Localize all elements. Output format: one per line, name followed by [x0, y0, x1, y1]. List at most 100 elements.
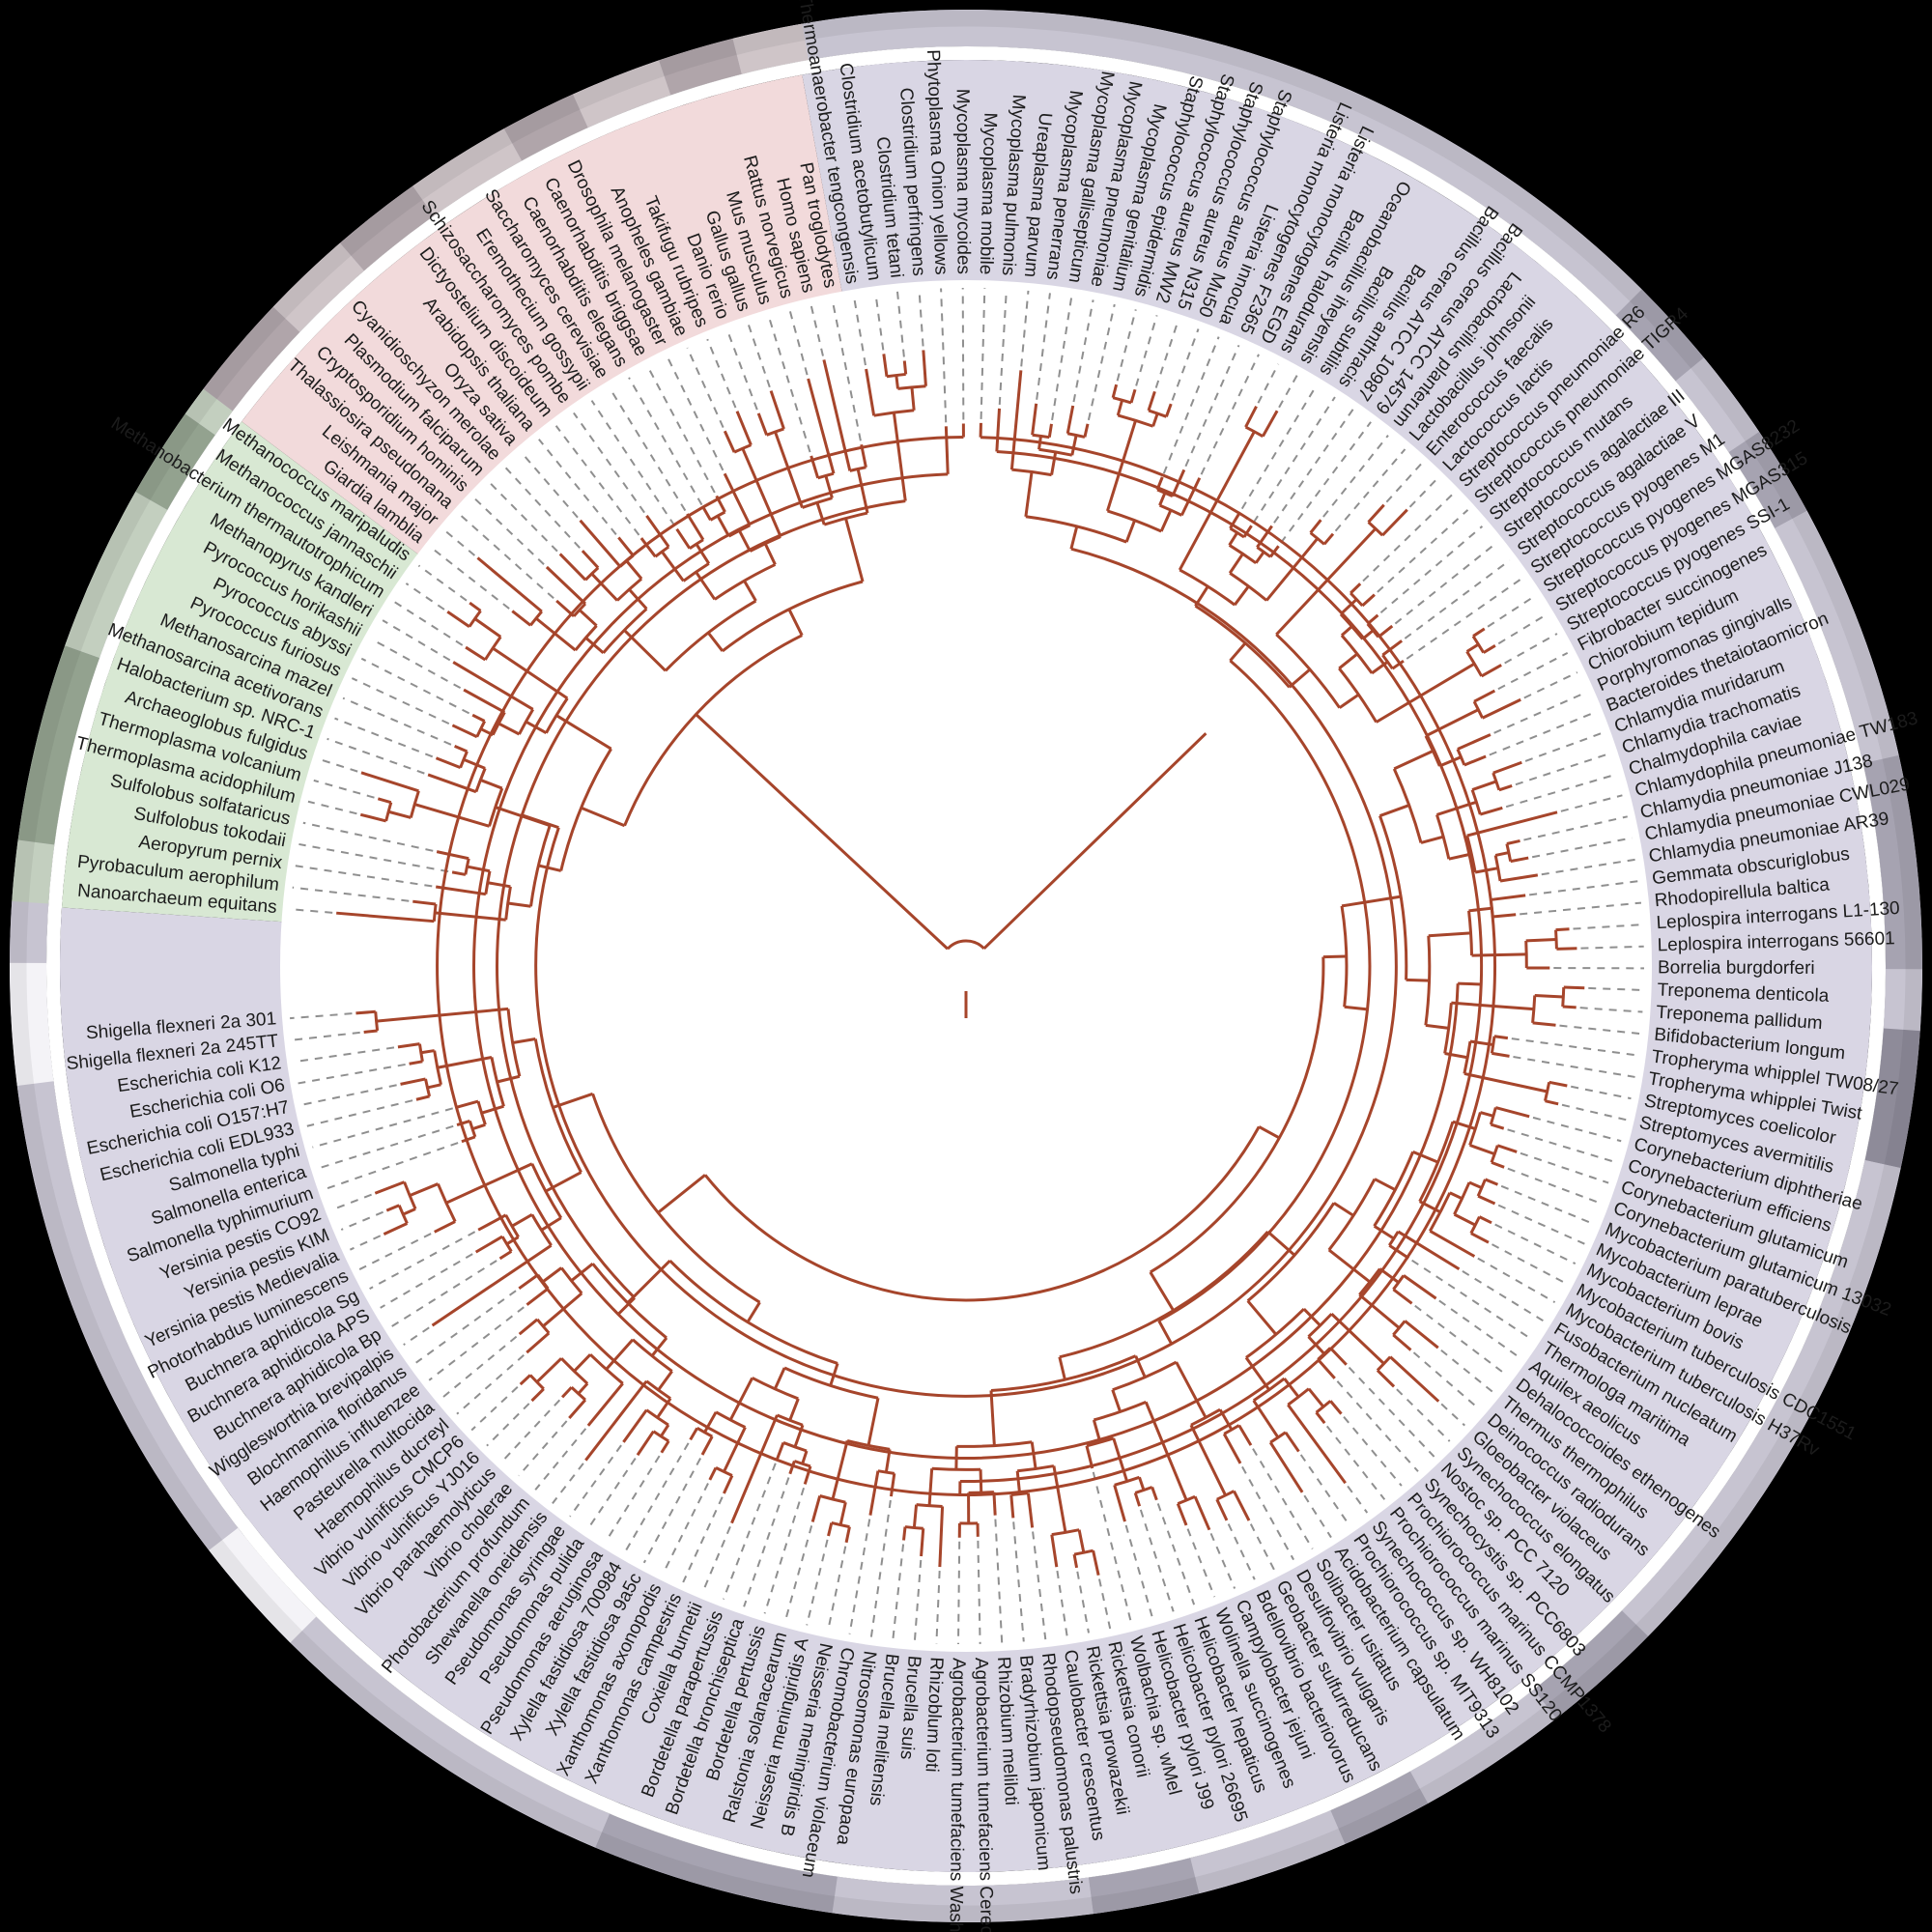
branch-radial — [1179, 477, 1202, 517]
branch-radial — [473, 617, 502, 639]
branch-radial — [1147, 390, 1156, 412]
branch-radial — [584, 637, 605, 655]
outer-ring-segment — [290, 1616, 610, 1848]
branch-radial — [1374, 1178, 1397, 1192]
branch-radial — [708, 1466, 718, 1481]
branch-radial — [868, 1470, 880, 1516]
branch-radial — [552, 1092, 594, 1109]
leaf-guide-line — [1404, 559, 1511, 639]
leaf-guide-line — [1531, 837, 1633, 859]
branch-arc — [472, 472, 1460, 1460]
branch-radial — [1233, 585, 1250, 607]
outer-ring-segment — [1675, 357, 1760, 453]
branch-arc — [559, 748, 612, 871]
branch-radial — [1009, 1494, 1015, 1519]
branch-radial — [741, 447, 782, 538]
branch-radial — [1404, 1320, 1439, 1350]
leaf-guide-line — [369, 1231, 476, 1291]
branch-radial — [1429, 1230, 1476, 1258]
branch-radial — [1392, 1288, 1413, 1305]
leaf-guide-line — [1507, 1128, 1616, 1163]
branch-arc — [1472, 700, 1484, 719]
branch-radial — [1457, 733, 1492, 751]
branch-radial — [1085, 1445, 1094, 1469]
branch-arc — [1275, 633, 1341, 709]
branch-radial — [769, 390, 785, 430]
branch-radial — [1420, 835, 1444, 844]
leaf-guide-line — [722, 1463, 777, 1600]
branch-arc — [823, 511, 868, 526]
leaf-guide-line — [1325, 1425, 1386, 1500]
branch-arc — [990, 1354, 1137, 1392]
leaf-guide-line — [1348, 1366, 1435, 1458]
branch-radial — [920, 1528, 925, 1557]
leaf-guide-line — [489, 482, 558, 553]
branch-radial — [844, 518, 865, 582]
branch-radial — [1412, 1150, 1439, 1164]
branch-radial — [1317, 1358, 1336, 1379]
outer-ring-segment — [65, 492, 168, 659]
branch-radial — [1494, 1106, 1530, 1119]
branch-radial — [427, 1083, 441, 1090]
leaf-guide-line — [294, 1046, 395, 1064]
branch-radial — [374, 1180, 406, 1195]
branch-radial — [743, 580, 757, 602]
leaf-guide-line — [1362, 493, 1454, 582]
branch-radial — [1463, 1071, 1548, 1094]
branch-radial — [451, 724, 478, 739]
branch-radial — [995, 408, 1002, 452]
branch-arc — [1531, 995, 1537, 1024]
leaf-guide-line — [1072, 299, 1094, 403]
outer-ring-segment — [832, 1876, 1094, 1922]
branch-radial — [723, 1474, 734, 1494]
branch-arc — [591, 1093, 761, 1304]
branch-radial — [1367, 503, 1385, 524]
branch-radial — [1258, 1125, 1281, 1140]
branch-radial — [657, 1370, 673, 1391]
branch-radial — [1307, 1335, 1325, 1355]
branch-radial — [437, 1055, 493, 1069]
branch-arc — [1327, 1178, 1377, 1251]
branch-radial — [1327, 1248, 1372, 1284]
branch-radial — [1092, 1549, 1100, 1576]
leaf-guide-line — [1184, 344, 1240, 468]
leaf-guide-line — [1087, 303, 1116, 421]
branch-radial — [409, 1182, 439, 1198]
branch-radial — [1493, 1035, 1509, 1040]
leaf-guide-line — [1227, 1523, 1256, 1580]
branch-arc — [668, 1259, 838, 1365]
branch-radial — [542, 1292, 583, 1328]
outer-ring-segment — [16, 1081, 239, 1550]
branch-arc — [1490, 1145, 1499, 1163]
branch-arc — [664, 599, 757, 672]
root-arc — [946, 939, 985, 951]
leaf-guide-line — [895, 291, 905, 357]
branch-radial — [1165, 403, 1173, 417]
branch-arc — [956, 1440, 1033, 1448]
branch-radial — [469, 601, 482, 612]
branch-radial — [689, 1427, 698, 1441]
outer-ring-segment — [1862, 754, 1922, 970]
branch-radial — [1525, 937, 1557, 943]
branch-arc — [484, 636, 502, 661]
branch-radial — [540, 1216, 562, 1232]
branch-radial — [793, 1424, 805, 1448]
branch-radial — [1391, 659, 1405, 670]
branch-arc — [776, 1413, 804, 1427]
branch-radial — [686, 513, 705, 541]
branch-radial — [803, 1465, 812, 1485]
branch-radial — [1229, 641, 1247, 662]
leaf-guide-line — [301, 1084, 397, 1106]
leaf-guide-line — [470, 1386, 519, 1432]
branch-radial — [1307, 1387, 1325, 1408]
leaf-guide-line — [1408, 477, 1438, 508]
branch-radial — [383, 1222, 409, 1236]
leaf-guide-line — [918, 289, 924, 347]
branch-radial — [1465, 642, 1480, 653]
leaf-guide-line — [349, 1235, 382, 1251]
branch-radial — [1151, 1487, 1158, 1501]
outer-ring-segment — [1883, 969, 1922, 1032]
branch-radial — [581, 550, 600, 569]
branch-arc — [491, 711, 506, 736]
branch-radial — [545, 1171, 582, 1193]
